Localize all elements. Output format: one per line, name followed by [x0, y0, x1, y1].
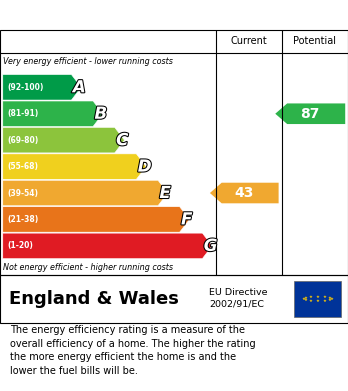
- Text: C: C: [116, 131, 128, 149]
- Text: The energy efficiency rating is a measure of the
overall efficiency of a home. T: The energy efficiency rating is a measur…: [10, 325, 256, 376]
- Polygon shape: [3, 207, 189, 232]
- Text: EU Directive
2002/91/EC: EU Directive 2002/91/EC: [209, 288, 267, 308]
- Polygon shape: [3, 127, 125, 153]
- Text: ★: ★: [328, 298, 332, 302]
- Text: A: A: [73, 78, 86, 96]
- Text: ★: ★: [303, 296, 307, 300]
- Text: ★: ★: [309, 299, 313, 303]
- Polygon shape: [3, 180, 168, 206]
- Polygon shape: [210, 183, 279, 203]
- Text: F: F: [181, 210, 192, 228]
- Text: B: B: [94, 105, 107, 123]
- Polygon shape: [3, 233, 212, 258]
- Text: (39-54): (39-54): [7, 188, 38, 197]
- Text: Current: Current: [231, 36, 268, 46]
- Polygon shape: [275, 104, 345, 124]
- Text: ★: ★: [316, 299, 319, 303]
- Text: (55-68): (55-68): [7, 162, 38, 171]
- Text: 43: 43: [235, 186, 254, 200]
- Text: ★: ★: [316, 295, 319, 299]
- Text: (92-100): (92-100): [7, 83, 44, 92]
- Polygon shape: [3, 101, 103, 126]
- Text: (21-38): (21-38): [7, 215, 38, 224]
- Text: Not energy efficient - higher running costs: Not energy efficient - higher running co…: [3, 263, 174, 273]
- Text: ★: ★: [301, 297, 306, 301]
- Text: G: G: [204, 237, 218, 255]
- Polygon shape: [3, 75, 81, 100]
- Text: Potential: Potential: [293, 36, 337, 46]
- Text: (1-20): (1-20): [7, 241, 33, 250]
- Text: ★: ★: [328, 296, 332, 300]
- Text: E: E: [159, 184, 171, 202]
- Text: England & Wales: England & Wales: [9, 290, 179, 308]
- Text: ★: ★: [323, 295, 326, 300]
- Text: D: D: [138, 158, 151, 176]
- Text: ★: ★: [330, 297, 334, 301]
- Text: (69-80): (69-80): [7, 136, 38, 145]
- Polygon shape: [3, 154, 146, 179]
- Text: Energy Efficiency Rating: Energy Efficiency Rating: [9, 7, 230, 23]
- Text: ★: ★: [303, 298, 307, 302]
- Text: Very energy efficient - lower running costs: Very energy efficient - lower running co…: [3, 57, 173, 66]
- Text: 87: 87: [301, 107, 320, 121]
- Text: ★: ★: [323, 299, 326, 303]
- Text: ★: ★: [309, 295, 313, 300]
- Text: (81-91): (81-91): [7, 109, 38, 118]
- Bar: [294, 281, 341, 317]
